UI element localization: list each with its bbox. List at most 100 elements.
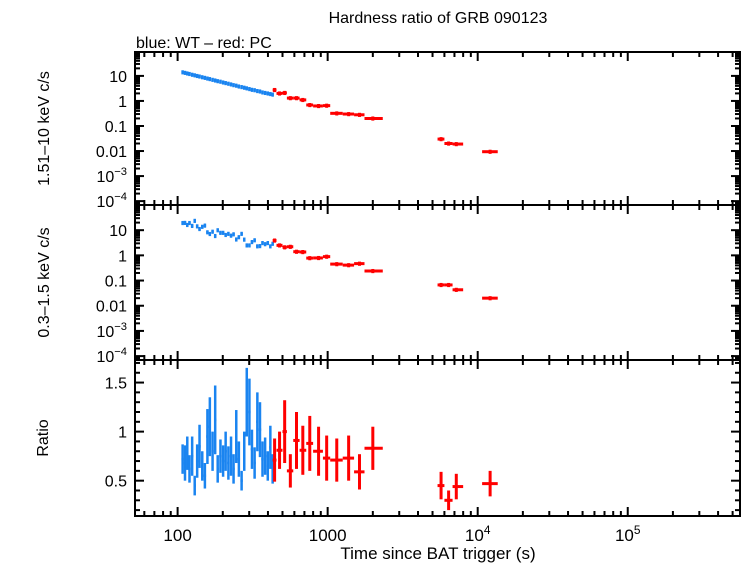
data-point [263, 90, 267, 96]
data-point [235, 237, 238, 242]
data-point [213, 385, 217, 455]
data-point [229, 233, 233, 238]
data-point [203, 463, 207, 489]
data-point [186, 436, 189, 470]
data-point [195, 224, 199, 229]
data-point [227, 231, 230, 236]
data-point [227, 446, 230, 480]
data-point [235, 83, 238, 88]
data-point [322, 435, 331, 481]
data-point [253, 238, 256, 243]
data-point [237, 84, 241, 89]
data-point [271, 241, 274, 246]
data-point [286, 454, 294, 488]
data-point [263, 437, 267, 475]
y-tick-label: 10−4 [96, 346, 127, 366]
data-point [183, 70, 187, 75]
data-point [354, 454, 365, 490]
data-point [482, 296, 498, 301]
data-point [201, 75, 204, 80]
data-point [193, 475, 196, 496]
data-point [188, 455, 191, 483]
panel-frame [134, 204, 741, 361]
data-point [269, 91, 272, 97]
data-point [219, 230, 222, 235]
data-point [342, 263, 355, 268]
y-axis-label: Ratio [35, 419, 52, 456]
y-tick-label: 10 [109, 223, 127, 240]
data-point [219, 439, 222, 473]
data-point [213, 78, 217, 83]
data-point [183, 445, 187, 481]
data-point [190, 72, 194, 77]
data-point [224, 81, 227, 86]
y-tick-label: 1 [118, 94, 127, 111]
data-point [437, 471, 445, 500]
y-tick-label: 10−3 [96, 321, 127, 341]
data-point [240, 470, 243, 491]
data-point [452, 287, 464, 292]
data-point [224, 232, 227, 238]
x-tick-label: 105 [615, 523, 641, 545]
data-point [452, 142, 464, 147]
data-point [232, 83, 235, 88]
data-point [258, 402, 262, 458]
data-point [253, 88, 256, 93]
data-point [216, 228, 219, 233]
data-point [437, 137, 445, 142]
data-point [190, 436, 194, 476]
data-point [354, 112, 365, 117]
data-point [250, 239, 254, 245]
data-point [364, 268, 383, 274]
data-point [306, 102, 314, 108]
data-point [342, 112, 355, 117]
data-point [248, 378, 251, 446]
data-point [269, 244, 272, 249]
data-point [229, 436, 233, 476]
series-WT [181, 367, 274, 496]
data-point [266, 451, 270, 481]
data-point [221, 80, 225, 85]
data-point [183, 220, 187, 225]
data-point [306, 256, 314, 261]
y-tick-label: 1.5 [105, 376, 127, 393]
data-point [195, 73, 199, 79]
panel-soft: 10 1 0.1 0.01 10−3 10−4 0.3–1.5 keV c/s [36, 204, 741, 366]
data-point [253, 447, 256, 479]
data-point [276, 243, 283, 248]
data-point [286, 96, 294, 101]
data-point [256, 88, 259, 94]
data-point [258, 244, 262, 249]
series-WT [181, 218, 274, 249]
data-point [258, 89, 262, 94]
data-point [276, 91, 283, 96]
data-point [242, 431, 246, 471]
y-tick-label: 10 [109, 69, 127, 86]
data-point [322, 103, 331, 108]
data-point [193, 73, 196, 78]
data-point [221, 230, 225, 235]
x-tick-label: 1000 [309, 526, 347, 545]
panel-frame [134, 359, 741, 517]
data-point [263, 242, 267, 247]
y-tick-label: 10−3 [96, 166, 127, 186]
data-point [201, 451, 204, 481]
y-tick-label: 1 [118, 248, 127, 265]
data-point [229, 82, 233, 87]
data-point [195, 444, 199, 478]
data-point [266, 240, 270, 246]
data-point [256, 392, 259, 452]
data-point [271, 92, 274, 97]
series-PC [272, 238, 498, 301]
data-point [240, 231, 243, 236]
data-point [188, 220, 191, 226]
data-point [181, 70, 184, 75]
chart-subtitle: blue: WT – red: PC [136, 35, 272, 52]
y-axis-label: 0.3–1.5 keV c/s [36, 227, 53, 337]
x-tick-label: 100 [163, 526, 191, 545]
x-tick-label: 104 [465, 523, 491, 545]
data-point [211, 77, 214, 82]
data-point [227, 81, 230, 86]
data-point [313, 426, 323, 476]
data-point [256, 244, 259, 249]
